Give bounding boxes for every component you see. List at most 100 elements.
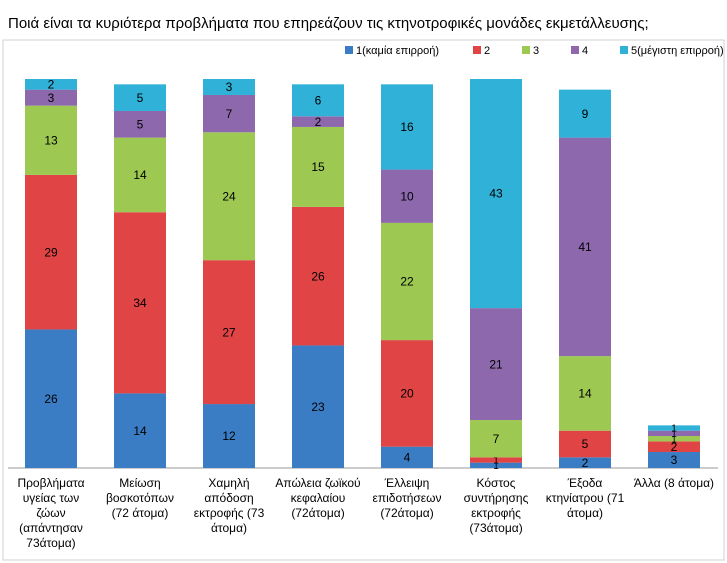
bar-segment [114,212,166,394]
data-label: 6 [315,93,322,107]
x-tick-label: Άλλα (8 άτομα) [633,476,715,490]
data-label: 15 [311,160,325,174]
data-label: 5 [137,117,144,131]
data-label: 1 [671,424,677,435]
data-label: 1 [493,456,499,467]
data-label: 3 [48,91,55,105]
data-label: 3 [226,80,233,94]
bar-segment [559,457,611,468]
legend-label: 5(μέγιστη επιρροή) [631,45,724,57]
bar-segment [203,260,255,405]
data-label: 5 [137,91,144,105]
data-label: 16 [400,120,414,134]
data-label: 13 [44,133,58,147]
data-label: 9 [582,107,589,121]
bar-segment [292,126,344,207]
x-tick-label: Προβλήματα υγείας των ζώων (απάντησαν 73… [17,476,85,550]
data-label: 7 [493,432,500,446]
bar-segment [114,137,166,213]
bar-segment [381,84,433,170]
data-label: 1 [671,434,677,445]
bar-segment [648,436,700,442]
bar-segment [114,84,166,111]
legend-swatch [345,46,353,54]
data-label: 14 [578,387,592,401]
bar-segment [292,116,344,127]
data-label: 2 [48,78,55,92]
x-tick-label: Χαμηλή απόδοση εκτροφής (73 άτομα) [193,476,265,535]
legend-swatch [620,46,628,54]
data-label: 24 [222,189,236,203]
data-label: 2 [671,440,678,454]
legend-label: 2 [484,45,490,57]
bar-segment [470,79,522,309]
data-label: 1 [671,429,677,440]
bar-segment [25,79,77,90]
bar-segment [25,174,77,330]
bar-segment [648,425,700,431]
bar-segment [381,446,433,468]
data-label: 1 [493,461,499,472]
data-label: 20 [400,387,414,401]
data-label: 3 [671,453,678,467]
bar-segment [470,420,522,458]
data-label: 5 [582,437,589,451]
bar-segment [648,430,700,437]
data-label: 26 [44,392,58,406]
data-label: 43 [489,187,503,201]
bar-segment [292,345,344,468]
chart-title: Ποιά είναι τα κυριότερα προβλήματα που ε… [8,15,649,32]
chart-frame [2,39,725,561]
x-tick-label: Απώλεια ζωϊκού κεφαλαίου (72άτομα) [275,476,361,520]
bar-segment [381,340,433,447]
data-label: 22 [400,275,414,289]
data-label: 21 [489,357,503,371]
data-label: 26 [311,269,325,283]
bar-segment [470,457,522,463]
bar-segment [648,441,700,453]
data-label: 4 [404,451,411,465]
data-label: 23 [311,400,325,414]
data-label: 29 [44,245,58,259]
bar-segment [381,222,433,341]
bar-segment [292,84,344,117]
legend-swatch [571,46,579,54]
x-tick-label: Κόστος συντήρησης εκτροφής (73άτομα) [463,476,529,535]
legend-swatch [473,46,481,54]
data-label: 7 [226,107,233,121]
data-label: 14 [133,424,147,438]
legend-label: 1(καμία επιρροή) [356,45,439,57]
bar-segment [470,462,522,468]
bar-segment [203,94,255,133]
bar-segment [203,132,255,261]
bar-segment [203,79,255,95]
bar-segment [25,105,77,175]
data-label: 10 [400,189,414,203]
bar-segment [559,137,611,357]
bar-segment [292,206,344,346]
data-label: 14 [133,168,147,182]
legend-label: 3 [533,45,539,57]
data-label: 27 [222,325,236,339]
data-label: 12 [222,429,236,443]
x-tick-label: Έξοδα κτηνίατρου (71 άτομα) [545,476,625,520]
bar-segment [559,89,611,138]
bar-segment [25,89,77,106]
legend-swatch [522,46,530,54]
data-label: 41 [578,240,592,254]
bar-segment [114,393,166,468]
bar-segment [25,329,77,468]
data-label: 2 [315,115,322,129]
bar-segment [559,356,611,431]
x-tick-label: Έλλειψη επιδοτήσεων (72άτομα) [372,476,442,520]
data-label: 2 [582,456,589,470]
bar-segment [381,169,433,223]
bar-segment [470,308,522,421]
data-label: 34 [133,296,147,310]
bar-segment [203,404,255,468]
bar-segment [114,110,166,138]
bar-segment [648,452,700,468]
legend-label: 4 [582,45,588,57]
